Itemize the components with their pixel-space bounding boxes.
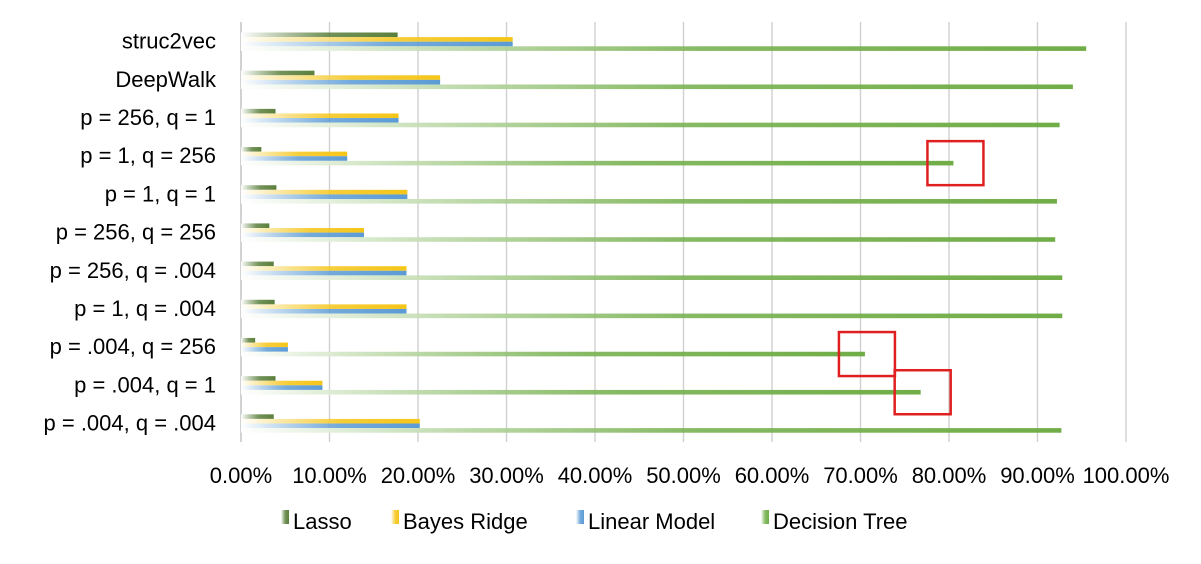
x-tick-label: 90.00% [1000,463,1075,488]
bar-decision-tree-p-004-q-004 [241,428,1062,433]
category-label: p = .004, q = 256 [50,334,216,359]
category-label: p = .004, q = 1 [74,372,216,397]
category-label: p = 1, q = 1 [105,181,216,206]
category-label: struc2vec [122,29,216,54]
bar-bayes-ridge-deepwalk [241,75,441,80]
bar-decision-tree-p-256-q-004 [241,275,1063,280]
bar-decision-tree-p-256-q-1 [241,122,1060,128]
x-tick-label: 60.00% [735,463,810,488]
bar-lasso-p-1-q-256 [241,147,262,152]
bar-decision-tree-deepwalk [241,84,1073,90]
x-tick-label: 40.00% [558,463,633,488]
bar-lasso-p-256-q-256 [241,223,270,229]
bar-lasso-p-004-q-256 [241,337,256,343]
gridlines [240,22,1127,442]
bar-bayes-ridge-p-256-q-1 [241,113,399,119]
bar-linear-model-p-004-q-256 [241,347,288,352]
bar-linear-model-deepwalk [241,79,441,85]
bar-decision-tree-p-1-q-004 [241,313,1063,319]
highlight-boxes [837,139,985,416]
x-tick-label: 10.00% [292,463,367,488]
category-label: DeepWalk [115,67,217,92]
legend-label-lasso: Lasso [293,509,352,534]
bar-bayes-ridge-p-004-q-1 [241,380,323,386]
bar-bayes-ridge-p-1-q-004 [241,304,407,309]
category-labels: struc2vec DeepWalk p = 256, q = 1 p = 1, q … [44,29,217,436]
legend-swatch-bayes-ridge [391,510,399,524]
x-tick-label: 20.00% [381,463,456,488]
bar-linear-model-p-004-q-1 [241,385,323,390]
category-label: p = 1, q = .004 [74,296,216,321]
bars [241,32,1087,433]
bar-lasso-p-256-q-004 [241,261,274,267]
bar-linear-model-p-004-q-004 [241,423,420,429]
bar-lasso-p-1-q-1 [241,185,277,190]
legend-swatch-decision-tree [761,510,769,524]
bar-decision-tree-p-1-q-256 [241,160,954,166]
bar-linear-model-p-256-q-256 [241,232,365,238]
bar-linear-model-p-1-q-256 [241,156,348,161]
highlight-box [837,330,897,378]
bar-linear-model-p-1-q-1 [241,194,408,200]
x-tick-labels: 0.00% 10.00% 20.00% 30.00% 40.00% 50.00% 60.00… [210,463,1170,488]
x-tick-label: 80.00% [912,463,987,488]
bar-bayes-ridge-p-004-q-256 [241,342,288,348]
legend-swatch-lasso [281,510,289,524]
bar-bayes-ridge-p-1-q-256 [241,151,348,157]
x-tick-label: 100.00% [1083,463,1170,488]
bar-bayes-ridge-p-256-q-004 [241,266,407,271]
legend: Lasso Bayes Ridge Linear Model Decision Tre… [281,509,908,534]
category-label: p = 256, q = .004 [50,258,216,283]
bar-bayes-ridge-struc2vec [241,37,513,42]
bar-bayes-ridge-p-1-q-1 [241,189,408,195]
bar-decision-tree-p-1-q-1 [241,199,1057,204]
bar-linear-model-struc2vec [241,41,513,47]
bar-lasso-p-256-q-1 [241,108,276,114]
legend-label-bayes-ridge: Bayes Ridge [403,509,528,534]
bar-decision-tree-p-004-q-1 [241,389,921,395]
legend-label-decision-tree: Decision Tree [773,509,908,534]
legend-label-linear-model: Linear Model [588,509,715,534]
bar-decision-tree-p-256-q-256 [241,237,1056,242]
bar-linear-model-p-256-q-1 [241,118,399,123]
category-label: p = 256, q = 1 [80,105,216,130]
legend-swatch-linear-model [576,510,584,524]
highlight-box [893,368,952,416]
bar-bayes-ridge-p-004-q-004 [241,418,420,424]
category-label: p = 1, q = 256 [80,143,216,168]
bar-lasso-p-004-q-004 [241,414,274,419]
bar-lasso-p-1-q-004 [241,299,275,305]
x-tick-label: 0.00% [210,463,272,488]
bar-linear-model-p-1-q-004 [241,308,407,314]
bar-lasso-deepwalk [241,70,315,76]
category-label: p = 256, q = 256 [56,220,216,245]
x-tick-label: 50.00% [646,463,721,488]
category-label: p = .004, q = .004 [44,411,216,436]
bar-linear-model-p-256-q-004 [241,270,407,276]
bar-lasso-struc2vec [241,32,398,38]
x-tick-label: 30.00% [469,463,544,488]
x-tick-label: 70.00% [823,463,898,488]
highlight-box [926,139,985,187]
bar-decision-tree-struc2vec [241,46,1087,51]
bar-decision-tree-p-004-q-256 [241,351,865,357]
bar-bayes-ridge-p-256-q-256 [241,228,365,233]
bar-lasso-p-004-q-1 [241,376,276,381]
